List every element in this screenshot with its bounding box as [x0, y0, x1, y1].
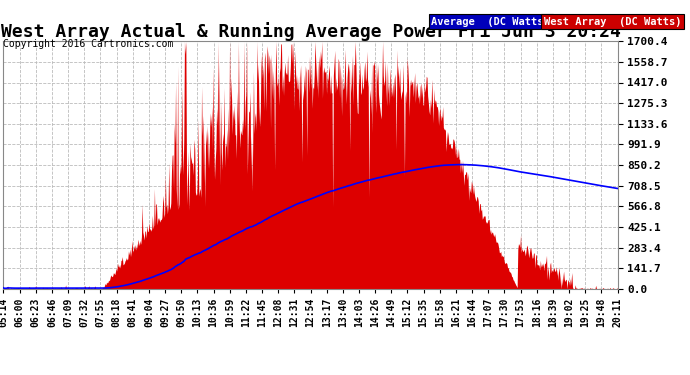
Text: West Array  (DC Watts): West Array (DC Watts) [544, 17, 681, 27]
Text: Average  (DC Watts): Average (DC Watts) [431, 17, 550, 27]
Title: West Array Actual & Running Average Power Fri Jun 3 20:24: West Array Actual & Running Average Powe… [1, 22, 620, 41]
Text: Copyright 2016 Cartronics.com: Copyright 2016 Cartronics.com [3, 39, 174, 50]
